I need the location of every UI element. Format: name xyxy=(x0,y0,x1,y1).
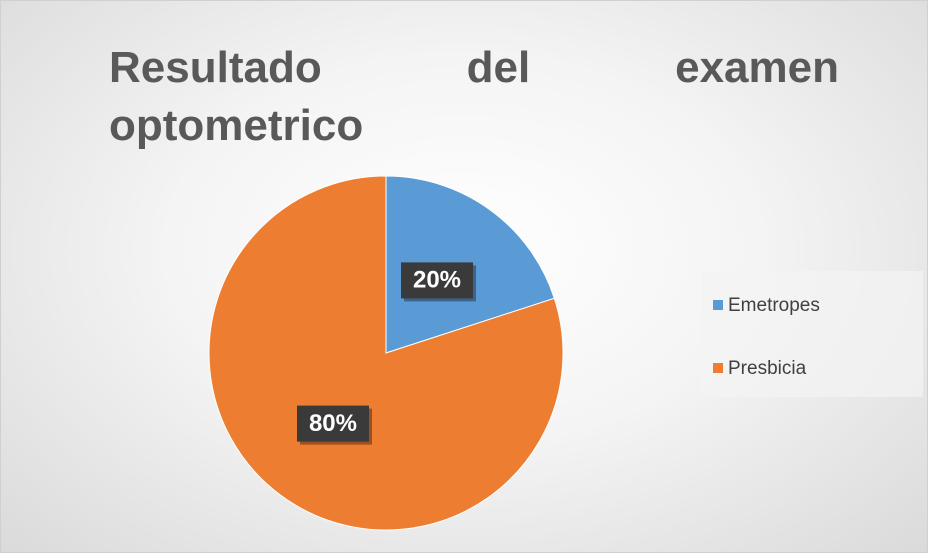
legend-swatch xyxy=(713,300,723,310)
chart-title: Resultado del examen optometrico xyxy=(109,43,839,150)
legend-label: Presbicia xyxy=(728,358,807,379)
legend-box xyxy=(701,271,923,397)
legend-swatch xyxy=(713,363,723,373)
data-label: 80% xyxy=(309,410,357,437)
data-label-box xyxy=(296,405,369,442)
data-label-box xyxy=(401,262,474,299)
legend-label: Emetropes xyxy=(728,295,820,316)
data-label: 20% xyxy=(413,267,461,294)
